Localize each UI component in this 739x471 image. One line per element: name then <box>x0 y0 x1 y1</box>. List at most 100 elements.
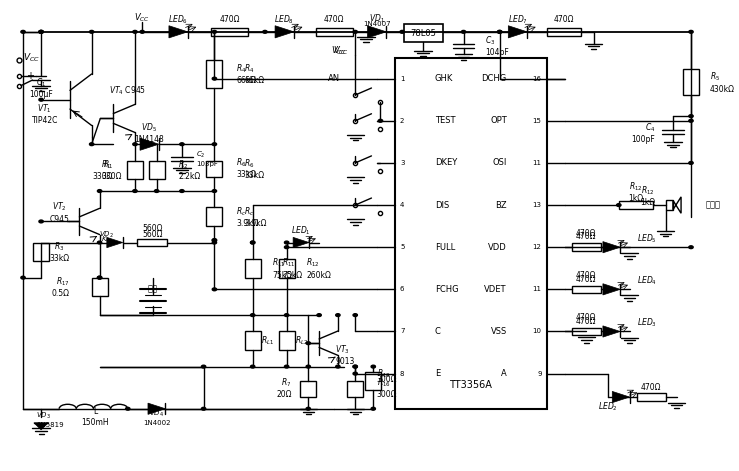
Text: $C_2$
103pF: $C_2$ 103pF <box>197 150 218 167</box>
Circle shape <box>317 314 321 317</box>
Text: TT3356A: TT3356A <box>449 380 492 390</box>
Text: FULL: FULL <box>435 243 455 252</box>
Circle shape <box>461 31 466 33</box>
Text: BZ: BZ <box>495 201 507 210</box>
Bar <box>572 244 601 251</box>
Text: VDET: VDET <box>484 285 507 294</box>
Circle shape <box>251 314 255 317</box>
Circle shape <box>353 31 358 33</box>
Polygon shape <box>275 26 294 38</box>
Circle shape <box>89 31 94 33</box>
Bar <box>572 285 601 293</box>
Text: FCHG: FCHG <box>435 285 458 294</box>
Circle shape <box>285 314 289 317</box>
Polygon shape <box>148 403 166 414</box>
Text: DKEY: DKEY <box>435 158 457 167</box>
Text: 12: 12 <box>533 244 542 250</box>
Polygon shape <box>603 242 620 253</box>
Text: 15: 15 <box>533 118 542 124</box>
Circle shape <box>98 276 102 279</box>
Text: 3: 3 <box>400 160 404 166</box>
Text: OPT: OPT <box>490 116 507 125</box>
Text: $R_{17}$
0.5Ω: $R_{17}$ 0.5Ω <box>52 276 70 299</box>
Bar <box>347 381 363 397</box>
Text: $VT_3$
9013: $VT_3$ 9013 <box>335 343 355 366</box>
Circle shape <box>689 162 693 164</box>
Bar <box>365 372 381 390</box>
Text: 470Ω: 470Ω <box>576 275 596 284</box>
Text: $R_2$
2.2kΩ: $R_2$ 2.2kΩ <box>178 159 200 181</box>
Circle shape <box>285 246 289 249</box>
Text: $V_{CC}$: $V_{CC}$ <box>331 44 347 57</box>
Circle shape <box>689 115 693 117</box>
Circle shape <box>689 119 693 122</box>
Text: $R_1$
330Ω: $R_1$ 330Ω <box>101 159 121 181</box>
Circle shape <box>98 190 102 193</box>
Circle shape <box>689 246 693 249</box>
Circle shape <box>353 372 358 375</box>
Text: 2: 2 <box>400 118 404 124</box>
Text: $VD_2$: $VD_2$ <box>99 229 114 240</box>
Text: 470Ω: 470Ω <box>576 271 596 280</box>
Bar <box>395 57 547 409</box>
Text: TEST: TEST <box>435 116 455 125</box>
Circle shape <box>133 190 137 193</box>
Text: $V_{CC}$: $V_{CC}$ <box>23 51 40 64</box>
Circle shape <box>285 241 289 244</box>
Text: $R_c$
3.9kΩ: $R_c$ 3.9kΩ <box>236 205 259 228</box>
Text: $VD_5$
1N4148: $VD_5$ 1N4148 <box>134 121 164 144</box>
Circle shape <box>263 31 267 33</box>
Bar <box>245 259 261 277</box>
Text: $R_{16}$
300Ω: $R_{16}$ 300Ω <box>377 376 398 399</box>
Text: 78L05: 78L05 <box>410 29 436 38</box>
Circle shape <box>89 143 94 146</box>
Circle shape <box>39 98 44 101</box>
Text: 10: 10 <box>533 328 542 334</box>
Circle shape <box>39 31 44 33</box>
Text: 1N4007: 1N4007 <box>363 21 391 27</box>
Text: $VT_4$ C945: $VT_4$ C945 <box>109 84 146 97</box>
Circle shape <box>353 314 358 317</box>
Circle shape <box>251 241 255 244</box>
Text: $R_3$
33kΩ: $R_3$ 33kΩ <box>49 240 69 263</box>
Bar <box>137 239 168 246</box>
Circle shape <box>140 31 144 33</box>
Circle shape <box>353 365 358 368</box>
Bar <box>127 161 143 179</box>
Text: $LED_3$: $LED_3$ <box>637 317 657 329</box>
Bar <box>149 161 165 179</box>
Text: $R_{L1}$: $R_{L1}$ <box>262 334 274 347</box>
Text: 470Ω: 470Ω <box>576 232 596 242</box>
Text: $R_4$
66kΩ: $R_4$ 66kΩ <box>236 63 256 85</box>
Circle shape <box>212 190 217 193</box>
Text: $VT_2$
C945: $VT_2$ C945 <box>50 201 69 224</box>
Circle shape <box>21 31 25 33</box>
Text: A: A <box>501 369 507 378</box>
Bar <box>637 393 666 401</box>
Text: $LED_5$: $LED_5$ <box>637 233 657 245</box>
Text: 470Ω: 470Ω <box>219 15 240 24</box>
Circle shape <box>212 143 217 146</box>
Text: $R_4$
66kΩ: $R_4$ 66kΩ <box>244 63 264 85</box>
Text: 7: 7 <box>400 328 404 334</box>
Bar <box>403 24 443 42</box>
Text: $LED_8$: $LED_8$ <box>274 14 294 26</box>
Text: DIS: DIS <box>435 201 449 210</box>
Text: 9: 9 <box>537 371 542 377</box>
Polygon shape <box>508 26 527 38</box>
Polygon shape <box>367 26 386 38</box>
Text: $R_6$
33kΩ: $R_6$ 33kΩ <box>244 157 264 180</box>
Circle shape <box>133 31 137 33</box>
Bar <box>316 28 353 36</box>
Text: L
150mH: L 150mH <box>81 407 109 427</box>
Circle shape <box>202 407 205 410</box>
Bar <box>206 161 222 177</box>
Circle shape <box>180 143 184 146</box>
Circle shape <box>306 342 310 345</box>
Text: $R_c$
3.9kΩ: $R_c$ 3.9kΩ <box>244 205 267 228</box>
Circle shape <box>212 288 217 291</box>
Text: $K_4$: $K_4$ <box>101 235 111 245</box>
Text: $LED_6$: $LED_6$ <box>168 14 188 26</box>
Bar <box>300 381 316 397</box>
Circle shape <box>371 365 375 368</box>
